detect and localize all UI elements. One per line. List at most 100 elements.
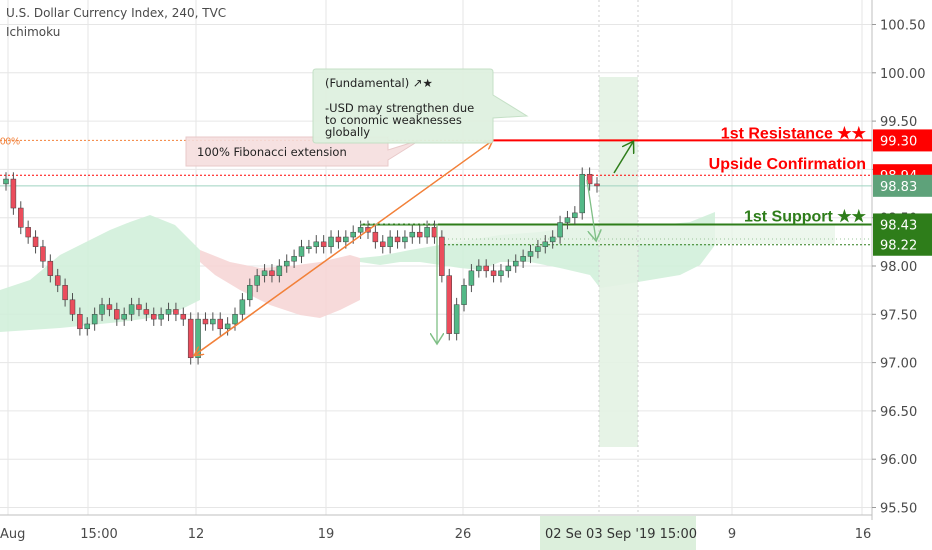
price-label-box bbox=[873, 233, 932, 256]
candle bbox=[328, 230, 334, 254]
candle-body bbox=[3, 178, 9, 185]
price-tick-label: 96.50 bbox=[880, 405, 917, 420]
price-label-box bbox=[873, 129, 932, 152]
candle-body bbox=[32, 236, 39, 247]
candle bbox=[542, 235, 549, 254]
candle bbox=[239, 293, 246, 322]
candle bbox=[557, 215, 563, 244]
candle-body bbox=[143, 309, 150, 315]
candle bbox=[446, 268, 452, 341]
candle-body bbox=[468, 270, 475, 286]
candle-body bbox=[431, 227, 438, 238]
candle bbox=[461, 278, 467, 312]
candle-body bbox=[490, 270, 497, 276]
projection-arrows bbox=[192, 141, 633, 357]
candle-body bbox=[210, 318, 216, 325]
candle bbox=[47, 254, 54, 283]
candle-body bbox=[416, 231, 423, 238]
price-tick-label: 99.50 bbox=[880, 115, 917, 130]
candle bbox=[505, 259, 512, 278]
candle bbox=[380, 235, 386, 254]
candle bbox=[320, 235, 327, 254]
indicator-label: Ichimoku bbox=[6, 25, 61, 39]
candle-body bbox=[579, 173, 585, 214]
candle-body bbox=[254, 275, 260, 286]
candles bbox=[3, 167, 600, 365]
candle bbox=[128, 297, 135, 322]
candle-body bbox=[158, 314, 164, 320]
candle bbox=[151, 307, 157, 326]
candle bbox=[180, 307, 187, 326]
candle-body bbox=[202, 318, 209, 325]
candle bbox=[572, 206, 578, 225]
candle bbox=[143, 302, 150, 322]
time-tick-label: 26 bbox=[455, 527, 472, 542]
candle bbox=[91, 307, 98, 331]
candle-body bbox=[217, 318, 223, 330]
candle-body bbox=[402, 236, 408, 243]
time-tick-label: 9 bbox=[728, 527, 736, 542]
fib-percent-label: 00% bbox=[0, 136, 20, 147]
candle-body bbox=[180, 314, 187, 320]
projection-zone bbox=[599, 77, 638, 447]
time-tick-label: 15:00 bbox=[80, 527, 117, 542]
chart-title: U.S. Dollar Currency Index, 240, TVC bbox=[6, 6, 227, 20]
candle bbox=[195, 312, 201, 365]
time-tick-label: 16 bbox=[855, 527, 872, 542]
candle bbox=[298, 239, 305, 264]
candle-body bbox=[173, 309, 179, 315]
level-lines: 1st Resistance ★★ Upside Confirmation 1st … bbox=[360, 125, 872, 226]
candle-body bbox=[261, 270, 268, 276]
candle bbox=[520, 249, 526, 268]
price-label-text: 98.83 bbox=[880, 180, 917, 195]
time-tick-label: 12 bbox=[188, 527, 205, 542]
fundamental-callout-line: (Fundamental) ↗★ bbox=[325, 76, 433, 90]
candle bbox=[527, 244, 534, 264]
cloud-bearish-1 bbox=[200, 250, 360, 318]
candle-body bbox=[136, 304, 142, 310]
candle bbox=[476, 259, 482, 278]
candle-body bbox=[91, 314, 98, 325]
support-label: 1st Support ★★ bbox=[744, 208, 867, 225]
candle-body bbox=[69, 299, 76, 315]
candle bbox=[247, 278, 253, 307]
candle-body bbox=[106, 304, 113, 310]
candle bbox=[158, 307, 164, 326]
candle bbox=[40, 239, 46, 268]
candle-body bbox=[380, 241, 386, 247]
candle-body bbox=[439, 236, 445, 276]
candle-body bbox=[269, 270, 275, 276]
candle bbox=[10, 172, 17, 215]
candle bbox=[276, 259, 283, 283]
candle-body bbox=[461, 285, 467, 305]
fundamental-callout-line: globally bbox=[325, 125, 370, 139]
candle bbox=[394, 230, 401, 249]
candle bbox=[99, 297, 105, 322]
candle bbox=[165, 302, 172, 322]
candle-body bbox=[114, 309, 120, 320]
fundamental-callout-box bbox=[312, 68, 529, 144]
candle bbox=[254, 268, 260, 293]
candle-body bbox=[424, 227, 430, 238]
candle bbox=[62, 278, 68, 307]
time-axis: Aug 15:00 12 19 26 9 16 02 Se 03 Sep '19 15:00 bbox=[0, 514, 872, 550]
candle-body bbox=[572, 212, 578, 218]
candle-body bbox=[512, 260, 519, 267]
candle-body bbox=[239, 299, 246, 315]
candle-body bbox=[394, 236, 401, 243]
candle-body bbox=[535, 246, 541, 252]
candle-body bbox=[372, 231, 379, 243]
candle bbox=[77, 307, 83, 336]
candle-body bbox=[387, 236, 393, 247]
candle bbox=[106, 297, 113, 317]
candle-body bbox=[247, 285, 253, 301]
price-label-box bbox=[873, 213, 932, 236]
candle bbox=[54, 268, 61, 293]
candle bbox=[409, 225, 416, 244]
candle-body bbox=[313, 241, 320, 247]
candle-body bbox=[99, 304, 105, 315]
candle-body bbox=[320, 241, 327, 247]
candle bbox=[210, 312, 216, 331]
candle-body bbox=[409, 231, 416, 238]
